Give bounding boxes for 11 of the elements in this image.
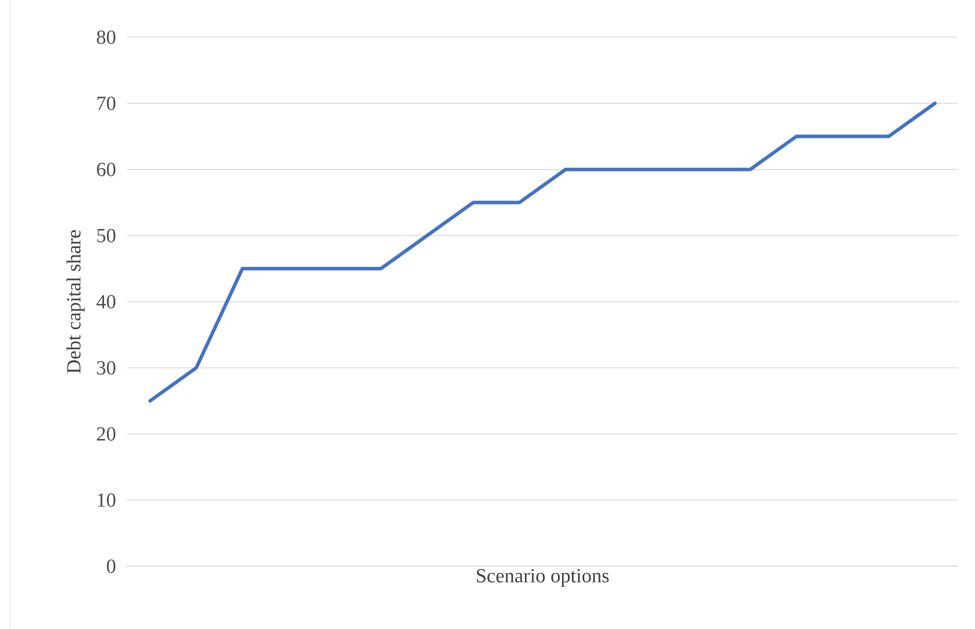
y-tick-label: 10	[98, 493, 116, 507]
y-tick-label: 40	[96, 294, 116, 308]
y-tick-label: 70	[97, 96, 116, 110]
y-axis-title: Debt capital share	[66, 230, 85, 374]
y-tick-label: 0	[106, 559, 116, 573]
y-tick-label: 60	[97, 162, 116, 176]
y-tick-label: 20	[97, 427, 116, 441]
x-axis-title: Scenario options	[476, 568, 609, 586]
y-tick-label: 30	[97, 360, 116, 374]
y-tick-label: 50	[97, 228, 116, 242]
y-tick-label: 80	[96, 30, 116, 44]
